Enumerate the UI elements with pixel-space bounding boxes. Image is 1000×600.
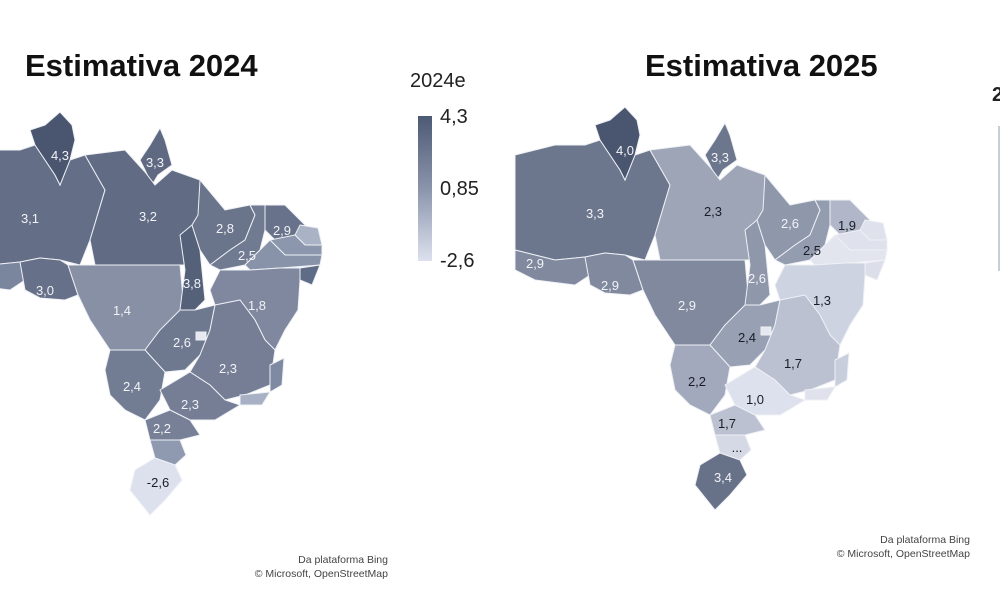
state-value-label-pa: 2,3: [704, 204, 722, 219]
state-value-label-go: 2,4: [738, 330, 756, 345]
state-value-label-rs: 3,4: [714, 470, 732, 485]
state-value-label-sp: 1,0: [746, 392, 764, 407]
map-2024: 3,1 4,3 3,3 3,0 3,2 1,4 3,8 2,8 2,5 2,9 1,8 2,6 2,3 2…: [0, 111, 323, 516]
state-value-label-rs: -2,6: [147, 475, 169, 490]
state-region-es: [269, 357, 285, 393]
attribution-line2: © Microsoft, OpenStreetMap: [254, 568, 388, 580]
state-value-label-to: 2,6: [748, 271, 766, 286]
state-region-rs: [129, 457, 183, 516]
state-region-rj: [239, 391, 271, 406]
legend-min-label: -2,6: [440, 250, 475, 272]
state-region-rj: [804, 386, 836, 401]
state-value-label-ma: 2,8: [216, 221, 234, 236]
state-value-label-ro: 2,9: [601, 278, 619, 293]
state-value-label-pi: 2,5: [803, 243, 821, 258]
state-region-sc: [149, 439, 187, 466]
legend-title-2024: 2024e: [410, 70, 466, 92]
state-value-label-ma: 2,6: [781, 216, 799, 231]
state-region-ac: [0, 261, 26, 291]
legend-color-bar-2024: [418, 116, 432, 261]
state-region-al: [299, 264, 321, 286]
state-region-ac: [514, 249, 591, 286]
state-value-label-ba: 1,8: [248, 298, 266, 313]
state-region-rr: [29, 111, 76, 187]
state-value-label-ms: 2,2: [688, 374, 706, 389]
state-value-label-go: 2,6: [173, 335, 191, 350]
state-value-label-mt: 2,9: [678, 298, 696, 313]
state-region-rs: [694, 452, 748, 511]
state-region-df: [195, 331, 207, 341]
state-value-label-ro: 3,0: [36, 283, 54, 298]
state-value-label-sp: 2,3: [181, 397, 199, 412]
state-value-label-to: 3,8: [183, 276, 201, 291]
state-region-sc: [714, 434, 752, 461]
state-value-label-ba: 1,3: [813, 293, 831, 308]
attribution-line2: © Microsoft, OpenStreetMap: [836, 548, 970, 560]
map-title-2024: Estimativa 2024: [25, 48, 258, 83]
legend-max-label: 4,3: [440, 106, 468, 128]
attribution-2025: Da plataforma Bing © Microsoft, OpenStre…: [837, 533, 970, 561]
state-region-es: [834, 352, 850, 388]
state-value-label-am: 3,1: [21, 211, 39, 226]
state-value-label-ap: 3,3: [146, 155, 164, 170]
state-region-rr: [594, 106, 641, 182]
state-value-label-pi: 2,5: [238, 248, 256, 263]
state-value-label-pr: 1,7: [718, 416, 736, 431]
legend-mid-label: 0,85: [440, 178, 479, 200]
state-value-label-rr: 4,0: [616, 143, 634, 158]
attribution-2024: Da plataforma Bing © Microsoft, OpenStre…: [255, 553, 388, 581]
state-value-label-ce: 2,9: [273, 223, 291, 238]
state-value-label-mg: 1,7: [784, 356, 802, 371]
state-value-label-ce: 1,9: [838, 218, 856, 233]
state-value-label-mg: 2,3: [219, 361, 237, 376]
state-value-label-pa: 3,2: [139, 209, 157, 224]
state-region-am: [514, 139, 671, 261]
attribution-line1: Da plataforma Bing: [880, 534, 970, 546]
state-value-label-am: 3,3: [586, 206, 604, 221]
state-value-label-sc: ...: [732, 440, 743, 455]
state-value-label-pr: 2,2: [153, 421, 171, 436]
state-value-label-rr: 4,3: [51, 148, 69, 163]
state-value-label-ap: 3,3: [711, 150, 729, 165]
state-region-al: [864, 259, 886, 281]
state-value-label-mt: 1,4: [113, 303, 131, 318]
state-region-df: [760, 326, 772, 336]
state-value-label-ms: 2,4: [123, 379, 141, 394]
legend-title-2025: 2: [992, 84, 1000, 106]
map-title-2025: Estimativa 2025: [645, 48, 878, 83]
legend-color-bar-2025: [998, 126, 1000, 271]
map-2025: 3,3 2,9 4,0 3,3 2,9 2,3 2,9 2,6 2,6 2,5 1,9 1,3 2,4 1…: [514, 106, 888, 511]
attribution-line1: Da plataforma Bing: [298, 554, 388, 566]
state-value-label-ac: 2,9: [526, 256, 544, 271]
